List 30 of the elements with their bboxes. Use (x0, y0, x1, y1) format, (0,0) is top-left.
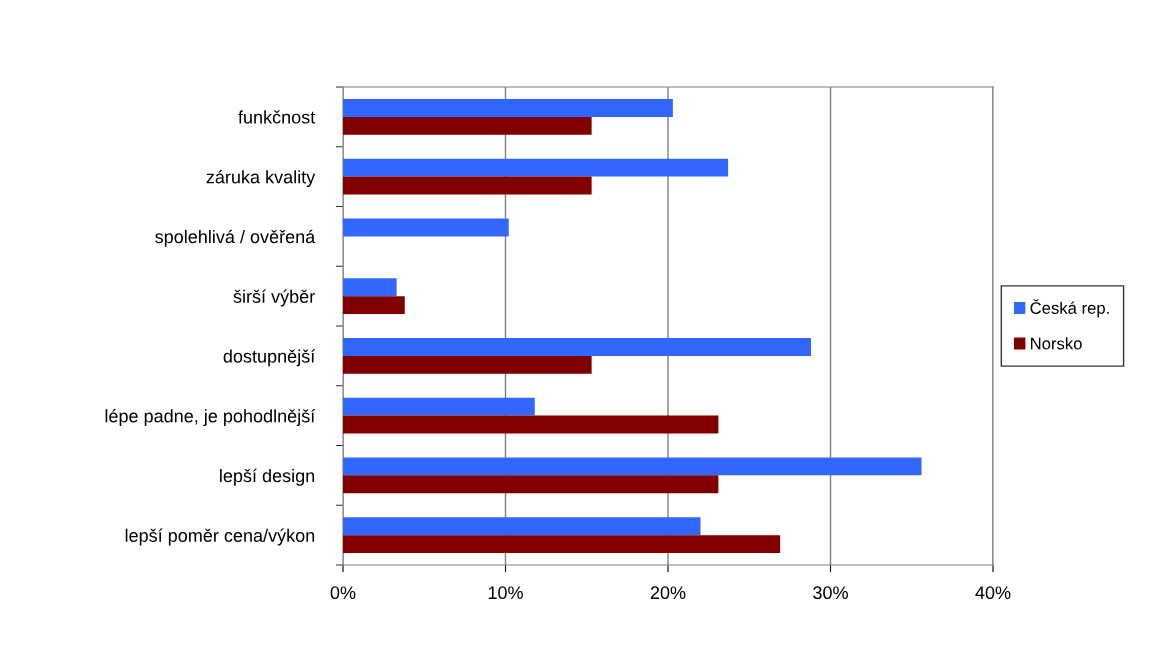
y-tick-label: lepší design (220, 468, 315, 486)
x-tick-label: 10% (488, 586, 523, 600)
x-tick-label: 40% (975, 586, 1011, 600)
bar (343, 98, 673, 117)
x-tick-label: 20% (650, 586, 686, 600)
x-tick-label: 30% (813, 586, 848, 600)
bar (343, 415, 719, 434)
bar (343, 517, 701, 536)
bar (343, 337, 811, 356)
bar (343, 278, 397, 297)
legend-label: Česká rep. (1030, 299, 1109, 318)
y-tick-label: funkčnost (238, 110, 316, 124)
bar (343, 475, 719, 494)
x-tick-label: 0% (330, 586, 356, 600)
bar (343, 535, 781, 554)
bar (343, 218, 509, 237)
bar (343, 355, 592, 374)
y-tick-label: záruka kvality (206, 169, 316, 188)
bar (343, 457, 922, 476)
y-tick-label: širší výběr (233, 289, 315, 307)
bar (343, 116, 592, 135)
bar (343, 158, 729, 177)
y-tick-label: dostupnější (223, 349, 316, 367)
y-tick-label: lépe padne, je pohodlnější (105, 408, 316, 427)
bar (343, 296, 405, 315)
y-tick-label: lepší poměr cena/výkon (125, 528, 315, 546)
bar (343, 397, 535, 416)
bar (343, 176, 592, 195)
legend-label: Norsko (1031, 337, 1082, 350)
y-tick-label: spolehlivá / ověřená (155, 229, 316, 247)
